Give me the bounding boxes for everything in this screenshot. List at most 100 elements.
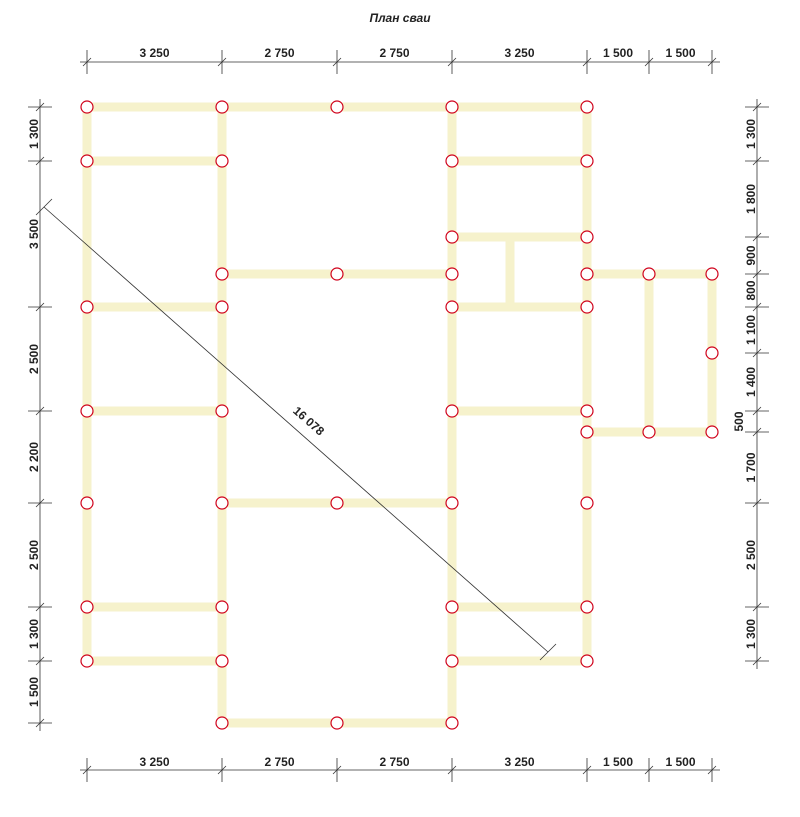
dim-label: 1 300: [27, 119, 41, 149]
dim-tick: [752, 406, 762, 416]
dim-tick: [752, 232, 762, 242]
dim-tick: [332, 765, 342, 775]
dim-tick: [35, 656, 45, 666]
pile: [80, 100, 94, 114]
pile: [80, 404, 94, 418]
pile: [330, 267, 344, 281]
dim-label: 2 750: [264, 46, 294, 60]
pile: [330, 496, 344, 510]
pile: [215, 267, 229, 281]
dim-tick: [217, 765, 227, 775]
pile: [705, 425, 719, 439]
dim-tick: [752, 656, 762, 666]
dim-tick: [752, 348, 762, 358]
dim-tick: [707, 765, 717, 775]
diagonal-label: 16 078: [290, 404, 327, 439]
dim-label: 2 750: [264, 755, 294, 769]
pile: [445, 300, 459, 314]
pile: [445, 230, 459, 244]
dim-label: 900: [744, 245, 758, 265]
pile: [580, 267, 594, 281]
pile: [580, 654, 594, 668]
dim-label: 1 500: [665, 755, 695, 769]
dim-label: 1 500: [665, 46, 695, 60]
pile: [580, 300, 594, 314]
pile: [445, 154, 459, 168]
pile: [705, 267, 719, 281]
pile: [215, 600, 229, 614]
pile: [445, 267, 459, 281]
dim-label: 1 400: [744, 367, 758, 397]
dim-tick: [82, 57, 92, 67]
dim-label: 1 300: [744, 119, 758, 149]
pile: [445, 600, 459, 614]
pile: [705, 346, 719, 360]
pile: [215, 716, 229, 730]
dim-tick: [752, 102, 762, 112]
dim-label: 1 100: [744, 315, 758, 345]
pile: [215, 496, 229, 510]
dim-tick: [582, 765, 592, 775]
dim-label: 1 300: [744, 619, 758, 649]
dim-label: 1 500: [603, 755, 633, 769]
pile: [80, 300, 94, 314]
dim-label: 2 750: [379, 755, 409, 769]
dim-label: 2 500: [27, 540, 41, 570]
dim-label: 500: [732, 411, 746, 431]
dim-tick: [539, 643, 557, 661]
pile: [642, 425, 656, 439]
dim-tick: [447, 57, 457, 67]
dim-label: 800: [744, 280, 758, 300]
dim-tick: [82, 765, 92, 775]
dim-tick: [35, 198, 53, 216]
pile: [80, 496, 94, 510]
dim-tick: [582, 57, 592, 67]
dim-label: 1 800: [744, 184, 758, 214]
pile: [215, 300, 229, 314]
dim-label: 3 500: [27, 219, 41, 249]
dim-label: 3 250: [139, 755, 169, 769]
pile: [580, 154, 594, 168]
dim-label: 2 500: [27, 344, 41, 374]
pile: [445, 496, 459, 510]
pile: [215, 404, 229, 418]
pile: [80, 654, 94, 668]
pile: [215, 654, 229, 668]
dim-tick: [35, 102, 45, 112]
dim-tick: [35, 302, 45, 312]
dim-tick: [447, 765, 457, 775]
dim-tick: [752, 302, 762, 312]
dim-tick: [35, 406, 45, 416]
pile: [445, 100, 459, 114]
dim-tick: [35, 498, 45, 508]
dim-tick: [217, 57, 227, 67]
dim-tick: [752, 269, 762, 279]
dim-label: 3 250: [504, 755, 534, 769]
dim-tick: [644, 57, 654, 67]
dim-tick: [752, 498, 762, 508]
pile: [580, 496, 594, 510]
pile: [580, 425, 594, 439]
dim-label: 2 500: [744, 540, 758, 570]
pile: [580, 404, 594, 418]
dim-label: 1 500: [27, 677, 41, 707]
dim-tick: [35, 156, 45, 166]
dim-tick: [332, 57, 342, 67]
pile: [580, 230, 594, 244]
diagonal-dim: [43, 206, 549, 653]
pile: [215, 154, 229, 168]
dim-tick: [35, 718, 45, 728]
pile: [445, 404, 459, 418]
dim-tick: [752, 602, 762, 612]
pile: [330, 100, 344, 114]
dim-label: 2 750: [379, 46, 409, 60]
pile: [642, 267, 656, 281]
dim-label: 3 250: [504, 46, 534, 60]
title: План сваи: [369, 11, 431, 25]
dim-label: 3 250: [139, 46, 169, 60]
pile: [80, 154, 94, 168]
dim-label: 2 200: [27, 442, 41, 472]
pile: [445, 654, 459, 668]
dim-label: 1 700: [744, 452, 758, 482]
